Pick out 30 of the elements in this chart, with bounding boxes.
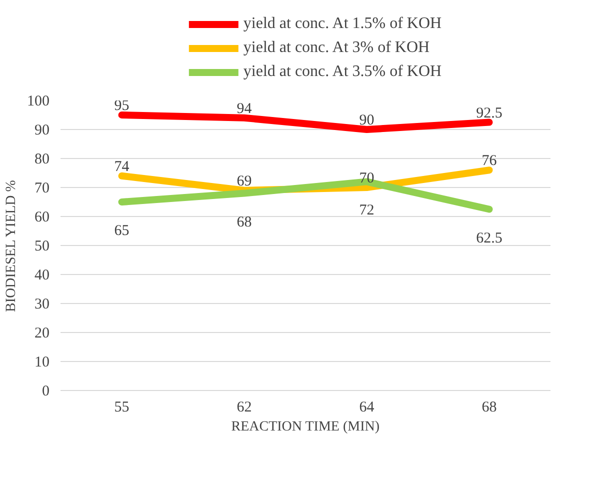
y-tick-label: 90 xyxy=(34,122,50,138)
x-tick-label: 68 xyxy=(482,400,497,416)
y-tick-label: 40 xyxy=(34,268,50,284)
y-axis-title: BIODIESEL YIELD % xyxy=(4,180,19,312)
x-axis-title: REACTION TIME (MIN) xyxy=(231,420,380,434)
y-tick-label: 50 xyxy=(34,238,50,254)
y-tick-label: 80 xyxy=(34,152,50,168)
x-tick-label: 64 xyxy=(359,400,375,416)
y-tick-label: 70 xyxy=(34,180,50,196)
y-tick-label: 0 xyxy=(42,384,50,400)
data-label: 92.5 xyxy=(476,105,502,122)
x-tick-label: 55 xyxy=(114,400,130,416)
data-label: 72 xyxy=(359,202,374,219)
y-tick-label: 10 xyxy=(34,354,50,370)
y-tick-label: 20 xyxy=(34,326,50,342)
data-label: 90 xyxy=(359,112,374,128)
data-label: 76 xyxy=(482,153,498,170)
y-tick-label: 30 xyxy=(34,296,50,312)
y-tick-label: 60 xyxy=(34,210,50,226)
data-label: 94 xyxy=(236,100,252,117)
y-tick-label: 100 xyxy=(27,94,50,110)
legend-label: yield at conc. At 3.5% of KOH xyxy=(243,62,442,80)
data-label: 68 xyxy=(236,214,252,230)
data-label: 65 xyxy=(114,223,130,239)
data-label: 74 xyxy=(114,158,130,175)
x-tick-label: 62 xyxy=(236,400,252,416)
data-label: 62.5 xyxy=(476,230,502,246)
legend-label: yield at conc. At 1.5% of KOH xyxy=(243,14,442,32)
legend-label: yield at conc. At 3% of KOH xyxy=(243,38,430,56)
data-label: 69 xyxy=(236,173,252,190)
